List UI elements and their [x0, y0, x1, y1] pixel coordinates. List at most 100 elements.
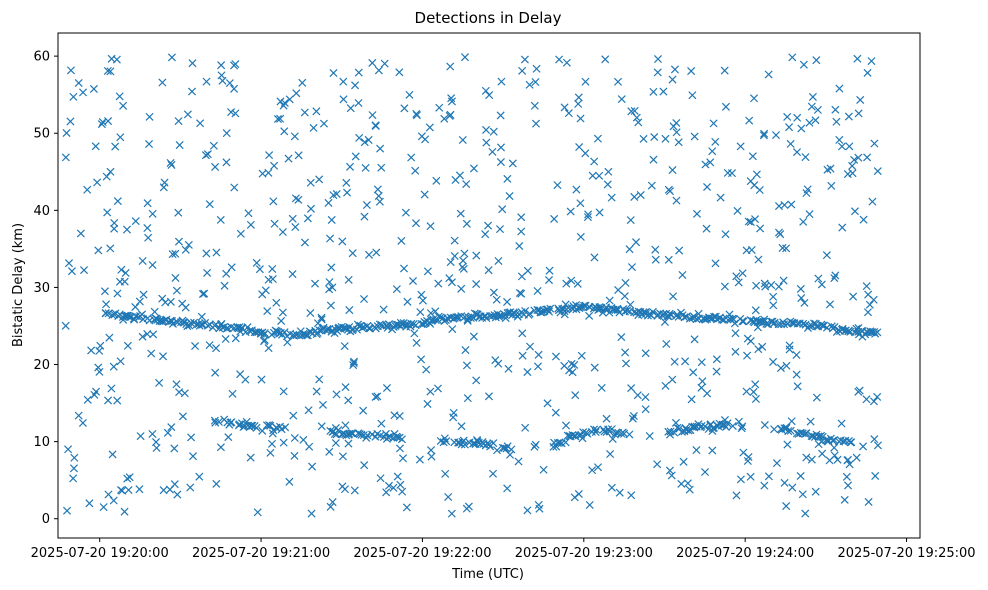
data-point-clutter — [849, 292, 858, 301]
x-tick-label: 2025-07-20 19:24:00 — [676, 546, 814, 561]
data-point-clutter — [462, 180, 471, 189]
data-point-upper-track — [623, 306, 632, 315]
data-point-clutter — [102, 172, 111, 181]
data-point-clutter — [341, 421, 350, 430]
data-point-clutter — [488, 469, 498, 478]
data-point-clutter — [221, 335, 230, 344]
data-point-clutter — [446, 110, 455, 119]
data-point-clutter — [630, 192, 639, 201]
data-point-lower-track — [583, 429, 592, 438]
data-point-clutter — [124, 485, 133, 495]
data-point-clutter — [326, 301, 335, 310]
data-point-clutter — [585, 311, 594, 320]
data-point-clutter — [212, 479, 221, 488]
data-point-upper-track — [525, 309, 534, 318]
data-point-clutter — [405, 90, 414, 99]
data-point-upper-track — [611, 305, 620, 314]
data-point-clutter — [324, 198, 333, 207]
data-point-clutter — [531, 119, 541, 128]
data-point-clutter — [398, 487, 407, 496]
data-point-clutter — [503, 174, 512, 183]
y-tick-label: 20 — [33, 358, 50, 373]
data-point-clutter — [774, 282, 783, 291]
data-point-clutter — [488, 147, 497, 156]
data-point-clutter — [99, 503, 108, 512]
data-point-clutter — [104, 396, 113, 405]
data-point-clutter — [758, 342, 767, 351]
data-point-clutter — [698, 377, 707, 386]
data-point-upper-track — [407, 319, 416, 328]
data-point-clutter — [865, 300, 874, 309]
data-point-clutter — [135, 297, 144, 306]
data-point-clutter — [209, 141, 218, 150]
data-point-clutter — [617, 333, 626, 342]
data-point-clutter — [412, 338, 421, 347]
data-point-clutter — [325, 278, 334, 287]
data-point-clutter — [69, 464, 78, 473]
data-point-clutter — [484, 392, 493, 401]
data-point-clutter — [627, 491, 636, 500]
data-point-clutter — [315, 375, 324, 384]
data-point-lower-track — [830, 436, 839, 445]
data-point-clutter — [708, 147, 717, 156]
data-point-clutter — [334, 324, 343, 333]
data-point-lower-track — [670, 428, 679, 437]
data-point-clutter — [562, 279, 571, 288]
data-point-upper-track — [454, 312, 463, 321]
data-point-clutter — [504, 364, 513, 373]
data-point-clutter — [397, 236, 406, 245]
data-point-clutter — [230, 61, 239, 70]
data-point-clutter — [862, 282, 871, 291]
data-point-clutter — [106, 244, 115, 253]
data-point-clutter — [167, 423, 176, 432]
data-point-clutter — [521, 423, 530, 432]
data-point-clutter — [472, 280, 481, 289]
data-point-clutter — [70, 453, 79, 462]
data-point-clutter — [602, 414, 611, 423]
data-point-clutter — [653, 55, 663, 64]
data-point-clutter — [408, 276, 418, 286]
data-point-clutter — [278, 308, 287, 317]
data-point-clutter — [145, 112, 154, 121]
data-point-clutter — [601, 55, 610, 64]
data-point-clutter — [581, 149, 590, 158]
data-point-clutter — [400, 104, 409, 113]
data-point-clutter — [171, 273, 180, 282]
data-point-clutter — [721, 230, 730, 239]
y-axis-label: Bistatic Delay (km) — [11, 223, 26, 347]
data-point-clutter — [463, 316, 472, 325]
data-point-clutter — [588, 171, 597, 180]
data-point-clutter — [87, 346, 96, 355]
data-point-clutter — [95, 346, 104, 355]
data-point-clutter — [188, 452, 198, 461]
data-point-clutter — [639, 134, 648, 143]
data-point-clutter — [581, 77, 590, 86]
data-point-clutter — [627, 384, 636, 393]
data-point-clutter — [327, 263, 336, 272]
data-point-lower-track — [492, 446, 502, 455]
data-point-clutter — [531, 440, 540, 449]
data-point-clutter — [309, 123, 318, 132]
data-point-clutter — [119, 101, 128, 110]
data-point-clutter — [222, 129, 231, 138]
data-point-clutter — [396, 480, 405, 489]
data-point-clutter — [303, 214, 312, 223]
data-point-lower-track — [397, 435, 406, 444]
data-point-clutter — [131, 217, 140, 226]
data-point-clutter — [200, 289, 209, 298]
data-point-clutter — [595, 171, 604, 180]
data-point-clutter — [203, 268, 212, 277]
data-point-clutter — [222, 158, 231, 167]
data-point-clutter — [445, 274, 454, 283]
data-point-clutter — [745, 116, 754, 125]
data-point-clutter — [750, 94, 759, 103]
data-point-upper-track — [739, 317, 748, 326]
data-point-lower-track — [728, 421, 737, 430]
data-point-clutter — [94, 246, 103, 255]
data-point-clutter — [786, 139, 795, 148]
data-point-clutter — [211, 162, 220, 171]
data-point-lower-track — [235, 420, 244, 429]
data-point-clutter — [844, 481, 853, 490]
data-point-clutter — [196, 119, 205, 128]
data-point-clutter — [617, 95, 626, 104]
